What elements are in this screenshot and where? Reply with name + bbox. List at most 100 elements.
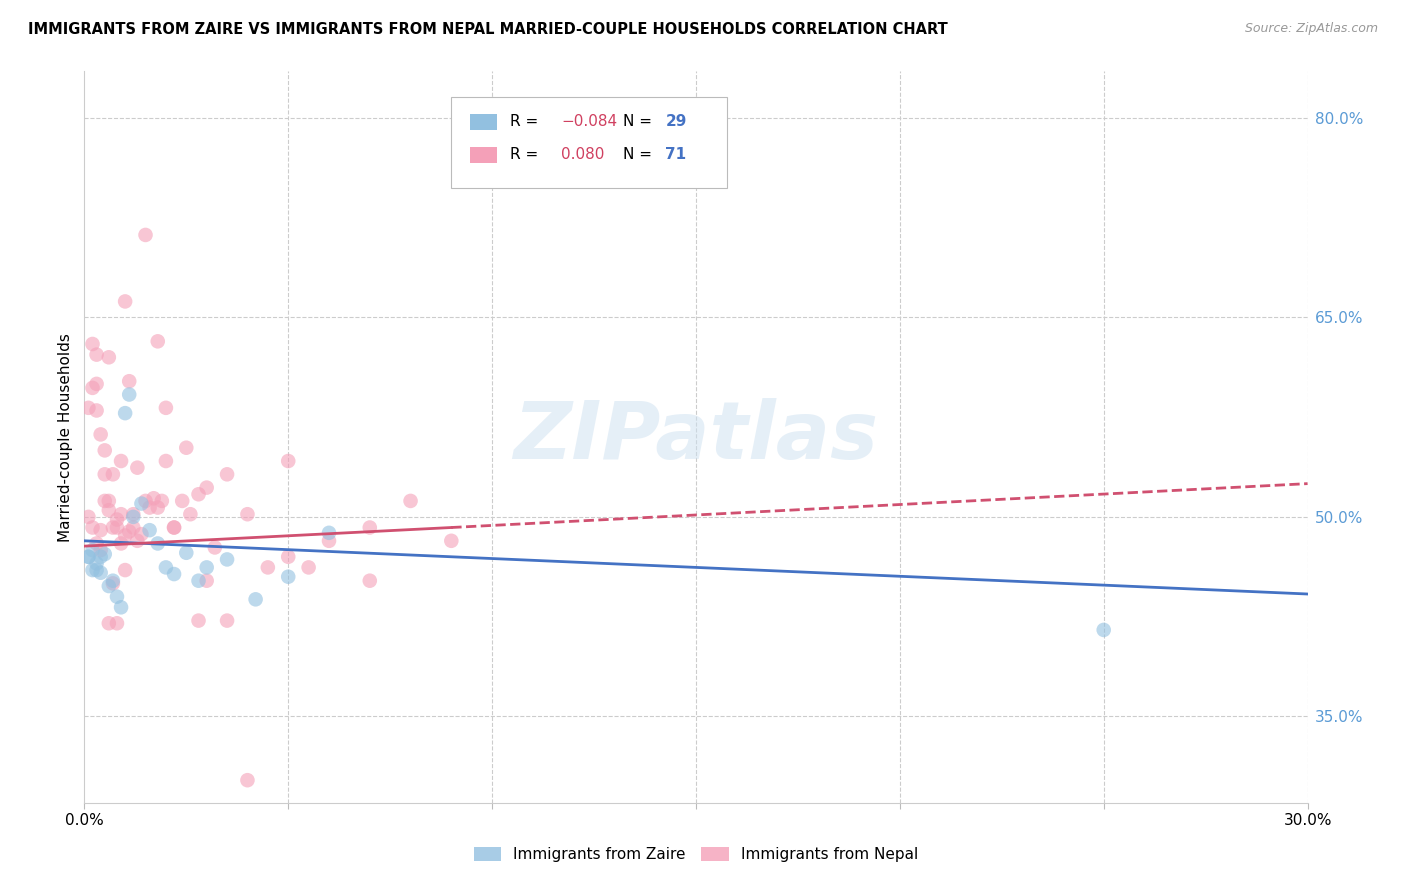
Point — [146, 334, 169, 349]
Point — [82, 337, 104, 351]
Point — [118, 374, 141, 388]
Text: −0.084: −0.084 — [561, 113, 617, 128]
Point — [110, 536, 132, 550]
Point — [359, 520, 381, 534]
Point — [217, 467, 239, 482]
Point — [298, 560, 321, 574]
Point — [122, 507, 145, 521]
Point — [174, 546, 197, 560]
FancyBboxPatch shape — [451, 97, 727, 188]
Point — [146, 500, 169, 515]
Point — [82, 563, 104, 577]
Y-axis label: Married-couple Households: Married-couple Households — [58, 333, 73, 541]
Point — [146, 536, 169, 550]
Point — [90, 549, 112, 564]
Point — [172, 494, 194, 508]
Point — [86, 557, 108, 571]
Point — [101, 520, 124, 534]
Point — [127, 533, 149, 548]
Text: R =: R = — [510, 113, 543, 128]
Point — [82, 381, 104, 395]
Point — [86, 536, 108, 550]
Point — [142, 491, 165, 506]
Point — [195, 560, 218, 574]
Point — [97, 494, 120, 508]
Point — [105, 512, 128, 526]
Point — [97, 503, 120, 517]
Point — [187, 614, 209, 628]
Text: 29: 29 — [665, 113, 686, 128]
Text: N =: N = — [623, 113, 657, 128]
Point — [97, 351, 120, 365]
Point — [195, 481, 218, 495]
Point — [86, 563, 108, 577]
Point — [204, 541, 226, 555]
Point — [155, 454, 177, 468]
FancyBboxPatch shape — [470, 114, 496, 130]
Point — [1092, 623, 1115, 637]
Point — [131, 527, 153, 541]
Point — [90, 427, 112, 442]
Legend: Immigrants from Zaire, Immigrants from Nepal: Immigrants from Zaire, Immigrants from N… — [468, 841, 924, 868]
Point — [127, 460, 149, 475]
Point — [97, 579, 120, 593]
Point — [101, 576, 124, 591]
Point — [318, 525, 340, 540]
Point — [90, 543, 112, 558]
Text: ZIPatlas: ZIPatlas — [513, 398, 879, 476]
Point — [155, 401, 177, 415]
Point — [110, 600, 132, 615]
Point — [82, 520, 104, 534]
Point — [277, 570, 299, 584]
Point — [236, 773, 259, 788]
Point — [257, 560, 280, 574]
Point — [93, 467, 115, 482]
Point — [135, 227, 157, 242]
Text: 71: 71 — [665, 146, 686, 161]
Point — [105, 520, 128, 534]
Point — [131, 497, 153, 511]
Point — [245, 592, 267, 607]
Point — [86, 348, 108, 362]
Point — [318, 533, 340, 548]
Point — [440, 533, 463, 548]
Point — [277, 549, 299, 564]
Point — [77, 509, 100, 524]
Point — [236, 507, 259, 521]
Point — [97, 616, 120, 631]
Point — [93, 547, 115, 561]
Point — [90, 566, 112, 580]
Point — [82, 543, 104, 558]
Point — [90, 523, 112, 537]
Point — [217, 552, 239, 566]
Point — [118, 524, 141, 539]
Point — [114, 563, 136, 577]
Point — [163, 520, 186, 534]
Point — [187, 487, 209, 501]
FancyBboxPatch shape — [470, 146, 496, 163]
Point — [163, 520, 186, 534]
Point — [163, 567, 186, 582]
Point — [277, 454, 299, 468]
Text: Source: ZipAtlas.com: Source: ZipAtlas.com — [1244, 22, 1378, 36]
Text: IMMIGRANTS FROM ZAIRE VS IMMIGRANTS FROM NEPAL MARRIED-COUPLE HOUSEHOLDS CORRELA: IMMIGRANTS FROM ZAIRE VS IMMIGRANTS FROM… — [28, 22, 948, 37]
Point — [217, 614, 239, 628]
Point — [138, 523, 160, 537]
Text: N =: N = — [623, 146, 657, 161]
Point — [150, 494, 173, 508]
Text: R =: R = — [510, 146, 548, 161]
Point — [187, 574, 209, 588]
Point — [114, 406, 136, 420]
Point — [195, 574, 218, 588]
Point — [101, 467, 124, 482]
Point — [179, 507, 201, 521]
Point — [110, 454, 132, 468]
Point — [86, 403, 108, 417]
Point — [77, 549, 100, 564]
Point — [105, 616, 128, 631]
Point — [359, 574, 381, 588]
Point — [110, 507, 132, 521]
Point — [399, 494, 422, 508]
Point — [155, 560, 177, 574]
Point — [122, 509, 145, 524]
